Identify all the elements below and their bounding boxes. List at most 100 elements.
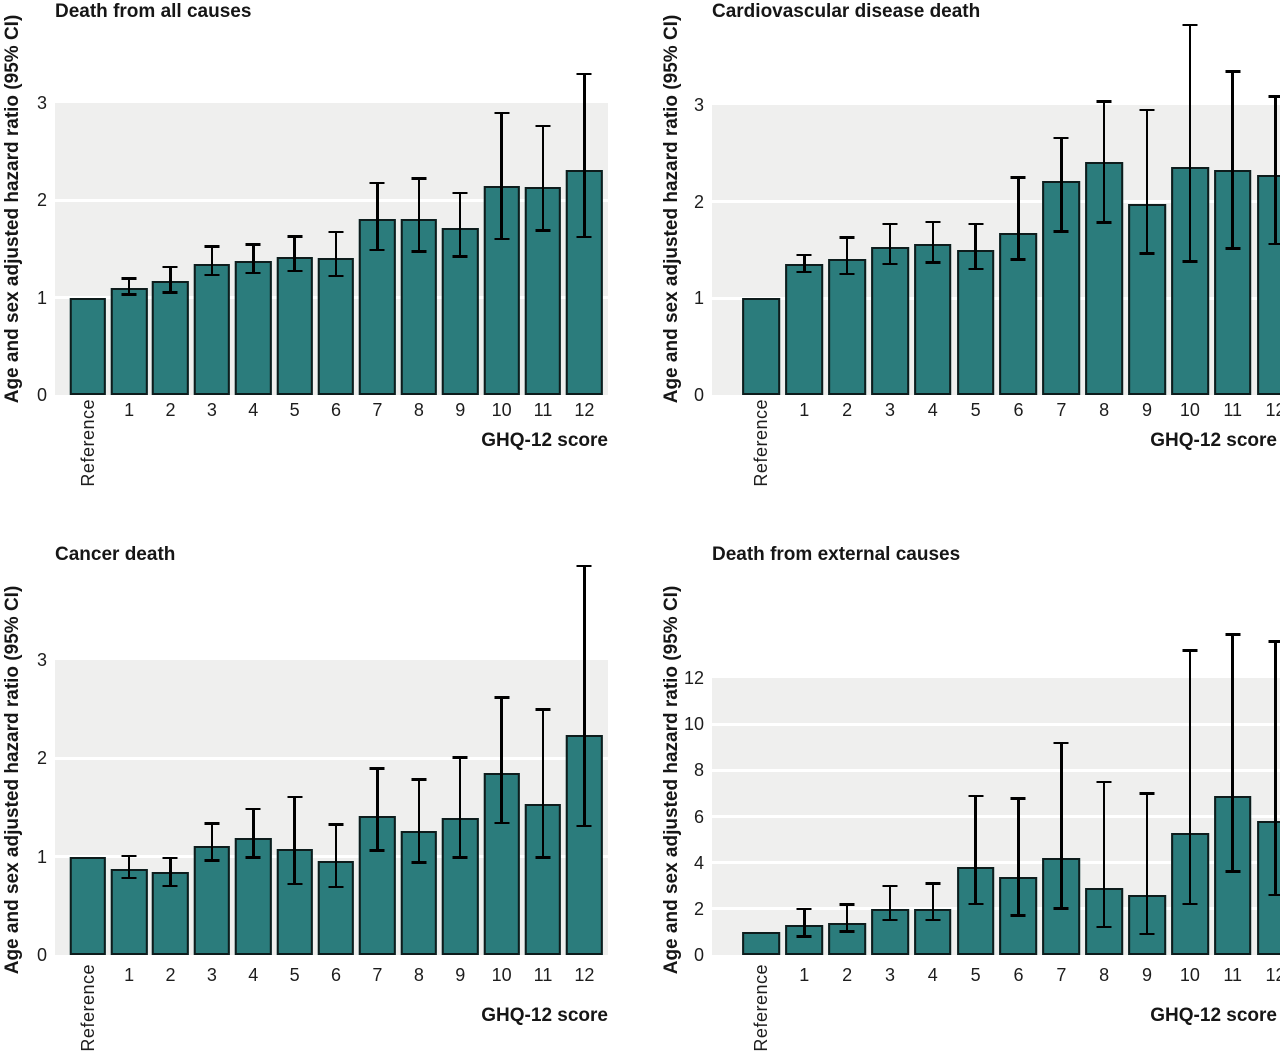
x-tick-label: 3 [206, 400, 217, 420]
bar-slot [783, 561, 826, 955]
error-bar-cap-bottom [535, 856, 551, 859]
error-bar-line [583, 565, 586, 827]
y-axis-label: Age and sex adjusted hazard ratio (95% C… [2, 585, 23, 975]
error-bar-line [252, 808, 255, 858]
bar-1 [785, 264, 824, 395]
error-bar-line [541, 125, 545, 231]
error-bar-cap-top [535, 124, 551, 127]
x-tick-label: 1 [124, 965, 135, 985]
error-bar-cap-top [328, 230, 344, 234]
x-tick-label: 2 [165, 400, 176, 420]
x-tick-label: 6 [331, 400, 342, 420]
bar-slot [481, 561, 522, 955]
bar-slot [954, 23, 997, 395]
error-bar-cap-top [535, 708, 551, 711]
y-tick-label: 3 [36, 650, 47, 671]
y-tick-label: 1 [693, 288, 704, 309]
error-bar-line [1274, 641, 1277, 895]
error-bar-cap-top [287, 235, 303, 238]
error-bar-line [210, 823, 214, 861]
x-tick-label: 12 [1265, 400, 1280, 420]
error-bar-line [845, 237, 849, 275]
y-tick-label: 2 [36, 190, 47, 211]
x-tick-label: 5 [289, 965, 300, 985]
error-bar-cap-bottom [245, 856, 261, 859]
error-bar-cap-bottom [1096, 221, 1112, 224]
error-bar-cap-bottom [1053, 230, 1069, 233]
gridline [55, 198, 608, 202]
error-bar-cap-bottom [1139, 252, 1155, 255]
bar-slot [440, 23, 481, 395]
y-tick-label: 1 [36, 287, 47, 308]
bar-slot [1126, 23, 1169, 395]
x-axis-title: GHQ-12 score [481, 430, 608, 451]
bar-4 [913, 244, 952, 395]
error-bar-cap-top [1225, 70, 1241, 73]
panel-death-all-causes: Death from all causes Age and sex adjust… [0, 0, 640, 528]
error-bar-cap-bottom [1182, 902, 1198, 906]
x-tick-label: 8 [413, 400, 424, 420]
error-bar-cap-bottom [452, 856, 468, 859]
x-tick-reference: Reference [67, 963, 108, 1052]
error-bar-line [293, 236, 296, 272]
error-bar-cap-top [796, 907, 812, 911]
error-bar-line [1017, 177, 1020, 260]
error-bar-cap-bottom [839, 930, 855, 933]
error-bar-cap-bottom [1139, 932, 1155, 936]
error-bar-cap-top [162, 265, 178, 269]
bar-slot [398, 23, 439, 395]
error-bar-line [583, 73, 586, 238]
bar-slot [1211, 561, 1254, 955]
error-bar-cap-top [411, 778, 427, 781]
bar-3 [193, 263, 231, 395]
error-bar-cap-bottom [121, 876, 137, 880]
plot-area [712, 561, 1280, 955]
error-bar-cap-bottom [1225, 870, 1241, 873]
x-tick-label: 10 [1179, 400, 1200, 420]
gridline [712, 815, 1280, 819]
bar-6 [317, 257, 355, 395]
error-bar-line [500, 112, 503, 240]
error-bar-cap-top [576, 72, 592, 76]
bar-slot [740, 23, 783, 395]
error-bar-cap-top [162, 856, 178, 860]
x-tick-label: 7 [1056, 965, 1067, 985]
y-tick-label: 12 [683, 668, 704, 689]
gridline [55, 855, 608, 859]
error-bar-line [293, 796, 296, 885]
error-bar-line [1231, 634, 1234, 872]
y-tick-label: 0 [36, 945, 47, 965]
error-bar-cap-bottom [925, 918, 941, 922]
bar-slot [997, 23, 1040, 395]
error-bar-cap-bottom [494, 237, 510, 241]
gridline [712, 722, 1280, 726]
error-bar-cap-top [1182, 649, 1198, 652]
error-bar-cap-bottom [1053, 907, 1069, 910]
error-bar-cap-bottom [162, 884, 178, 888]
error-bar-cap-top [494, 696, 510, 699]
plot-area [55, 561, 608, 955]
bar-slot [150, 23, 191, 395]
bar-slot [1040, 561, 1083, 955]
x-axis-title: GHQ-12 score [1150, 1005, 1277, 1026]
bar-slot [911, 561, 954, 955]
panel-cardiovascular-death: Cardiovascular disease death Age and sex… [640, 0, 1280, 528]
bar-slot [826, 23, 869, 395]
error-bar-line [376, 182, 379, 251]
error-bar-line [127, 855, 131, 879]
bar-1 [110, 287, 148, 395]
x-tick-label: 11 [533, 400, 553, 420]
x-tick-label: 4 [927, 965, 938, 985]
bar-slot [740, 561, 783, 955]
x-axis-title: GHQ-12 score [1150, 430, 1277, 451]
bar-slot [1168, 561, 1211, 955]
error-bar-cap-top [494, 111, 510, 115]
error-bar-line [127, 278, 131, 295]
bar-5 [956, 249, 995, 395]
gridline [55, 756, 608, 760]
y-tick-label: 2 [693, 898, 704, 919]
error-bar-cap-top [1139, 108, 1155, 112]
error-bar-line [1102, 101, 1106, 223]
bar-slot [522, 23, 563, 395]
